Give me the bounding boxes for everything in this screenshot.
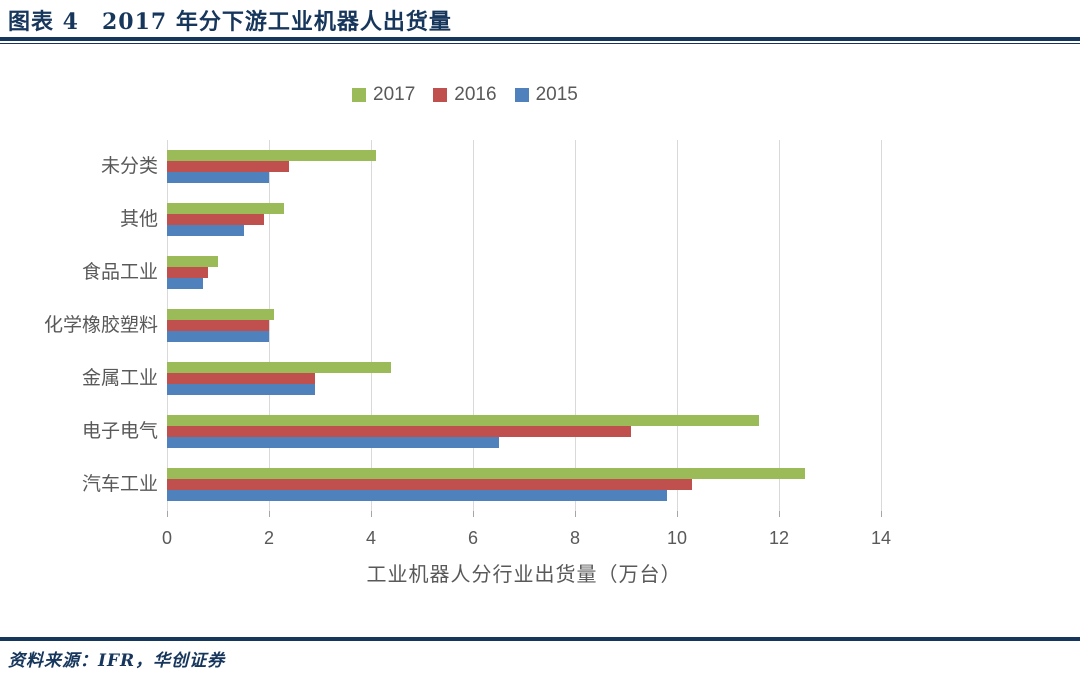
legend-swatch-icon-2017 bbox=[352, 88, 366, 102]
category-label-未分类: 未分类 bbox=[100, 155, 158, 177]
tick-mark-4 bbox=[371, 511, 372, 517]
chart-legend: 2017 2016 2015 bbox=[352, 84, 578, 106]
legend-swatch-icon-2015 bbox=[514, 88, 529, 102]
category-label-食品工业: 食品工业 bbox=[81, 261, 158, 283]
category-label-汽车工业: 汽车工业 bbox=[81, 473, 158, 495]
tick-mark-8 bbox=[575, 511, 576, 517]
gridline-x-8 bbox=[575, 140, 576, 511]
bar-2016-其他 bbox=[167, 214, 264, 225]
category-label-其他: 其他 bbox=[119, 208, 158, 230]
title-divider-thick bbox=[0, 37, 1080, 41]
bar-2016-食品工业 bbox=[167, 267, 208, 278]
bar-2015-电子电气 bbox=[167, 437, 499, 448]
bar-2015-未分类 bbox=[167, 172, 269, 183]
tick-mark-10 bbox=[677, 511, 678, 517]
gridline-x-4 bbox=[371, 140, 372, 511]
bar-2017-汽车工业 bbox=[167, 468, 805, 479]
bar-2015-汽车工业 bbox=[167, 490, 667, 501]
footer-divider bbox=[0, 637, 1080, 641]
category-label-电子电气: 电子电气 bbox=[81, 420, 158, 442]
gridline-x-12 bbox=[779, 140, 780, 511]
bar-2016-未分类 bbox=[167, 161, 290, 172]
category-label-金属工业: 金属工业 bbox=[81, 367, 158, 389]
bar-2017-其他 bbox=[167, 203, 285, 214]
title-divider-thin bbox=[0, 43, 1080, 44]
gridline-x-2 bbox=[269, 140, 270, 511]
bar-2017-金属工业 bbox=[167, 362, 392, 373]
tick-label-4: 4 bbox=[365, 528, 376, 548]
legend-item-2015: 2015 bbox=[514, 84, 578, 106]
legend-item-2017: 2017 bbox=[352, 84, 415, 106]
bar-2017-食品工业 bbox=[167, 256, 218, 267]
bar-2015-其他 bbox=[167, 225, 244, 236]
legend-swatch-icon-2016 bbox=[433, 88, 448, 102]
chart-plot-area bbox=[167, 140, 882, 511]
x-axis-title: 工业机器人分行业出货量（万台） bbox=[366, 564, 682, 586]
tick-mark-12 bbox=[779, 511, 780, 517]
legend-item-2016: 2016 bbox=[433, 84, 497, 106]
legend-label-2016: 2016 bbox=[454, 84, 497, 105]
bar-2017-电子电气 bbox=[167, 415, 759, 426]
bar-2016-金属工业 bbox=[167, 373, 315, 384]
tick-label-14: 14 bbox=[870, 528, 892, 548]
gridline-x-6 bbox=[473, 140, 474, 511]
gridline-x-14 bbox=[881, 140, 882, 511]
tick-mark-0 bbox=[167, 511, 168, 517]
bar-2015-食品工业 bbox=[167, 278, 203, 289]
tick-label-10: 10 bbox=[666, 528, 688, 548]
tick-mark-2 bbox=[269, 511, 270, 517]
gridline-x-10 bbox=[677, 140, 678, 511]
bar-2016-化学橡胶塑料 bbox=[167, 320, 269, 331]
source-note: 资料来源：IFR，华创证券 bbox=[8, 651, 226, 671]
tick-mark-6 bbox=[473, 511, 474, 517]
tick-label-0: 0 bbox=[161, 528, 172, 548]
tick-label-12: 12 bbox=[768, 528, 790, 548]
bar-2015-金属工业 bbox=[167, 384, 315, 395]
legend-label-2015: 2015 bbox=[535, 84, 578, 105]
tick-mark-14 bbox=[881, 511, 882, 517]
bar-2017-化学橡胶塑料 bbox=[167, 309, 275, 320]
bar-2017-未分类 bbox=[167, 150, 377, 161]
tick-label-8: 8 bbox=[569, 528, 580, 548]
tick-label-6: 6 bbox=[467, 528, 478, 548]
category-label-化学橡胶塑料: 化学橡胶塑料 bbox=[43, 314, 158, 336]
figure-title: 图表 4 2017 年分下游工业机器人出货量 bbox=[8, 9, 452, 35]
bar-2016-汽车工业 bbox=[167, 479, 693, 490]
legend-label-2017: 2017 bbox=[373, 84, 416, 105]
bar-2015-化学橡胶塑料 bbox=[167, 331, 269, 342]
bar-2016-电子电气 bbox=[167, 426, 632, 437]
tick-label-2: 2 bbox=[263, 528, 274, 548]
